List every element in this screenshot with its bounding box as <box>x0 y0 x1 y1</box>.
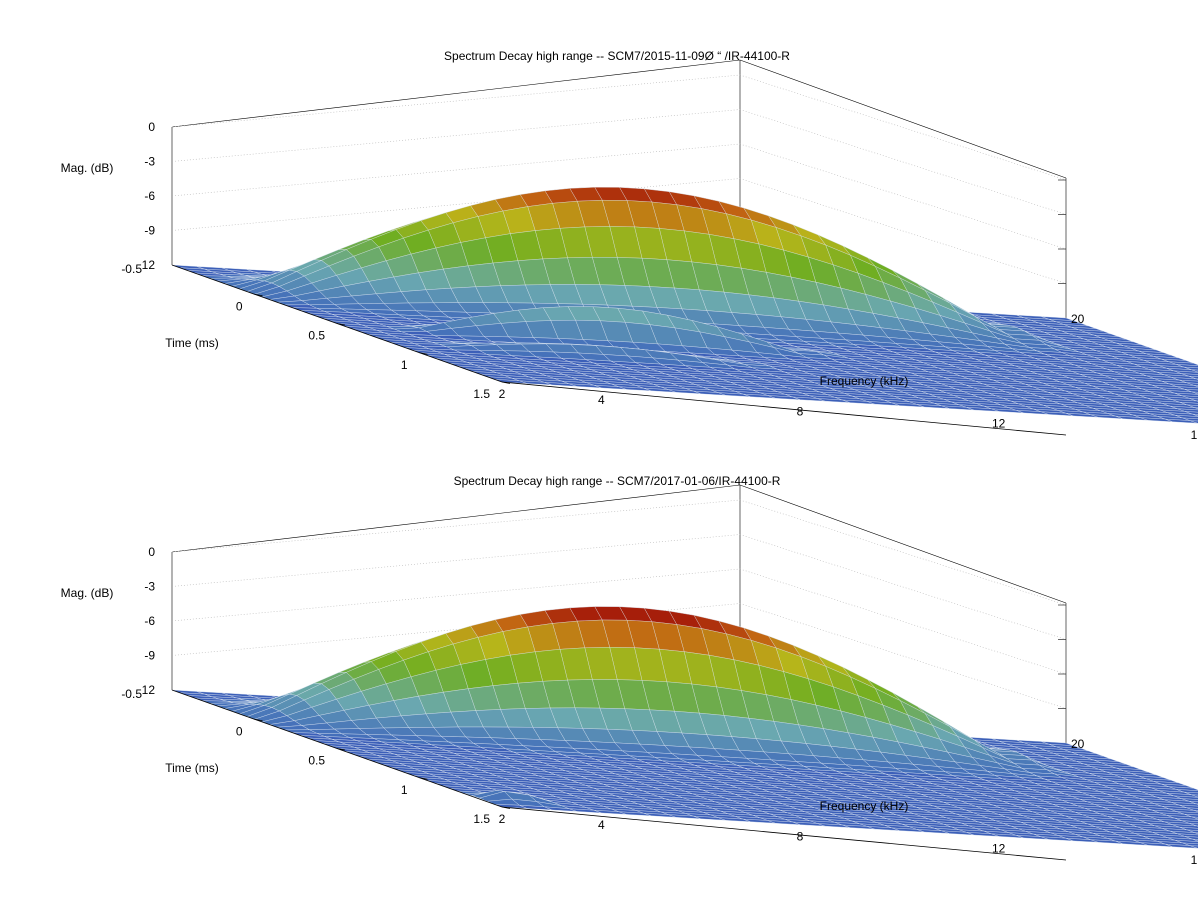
frequency-axis-line <box>501 381 1067 436</box>
time-tick-label: 1.5 <box>473 387 490 401</box>
z-axis-label: Mag. (dB) <box>61 586 114 600</box>
frequency-tick-label: 12 <box>992 416 1006 430</box>
grid-lines <box>171 74 1067 284</box>
side-grid-line <box>739 143 1067 250</box>
side-grid-line <box>739 568 1067 675</box>
frequency-tick-label: 8 <box>797 830 804 844</box>
z-tick-label: -9 <box>144 224 155 238</box>
time-tick <box>419 777 428 780</box>
time-tick-label: 0.5 <box>308 329 325 343</box>
frequency-tick-label: 20 <box>1071 737 1085 751</box>
time-tick-label: 1 <box>401 358 408 372</box>
time-tick <box>336 748 346 751</box>
side-wall-top-edge <box>739 484 1067 604</box>
time-tick <box>501 381 511 384</box>
back-grid-line <box>171 568 741 622</box>
time-tick <box>501 806 511 809</box>
frequency-axis-line <box>501 806 1067 861</box>
surface-cell <box>1194 832 1198 834</box>
chart-panel-1: Spectrum Decay high range -- SCM7/2015-1… <box>61 49 1198 442</box>
side-grid-line <box>739 499 1067 606</box>
back-grid-line <box>171 143 741 197</box>
side-grid-line <box>739 74 1067 181</box>
z-axis-label: Mag. (dB) <box>61 161 114 175</box>
back-wall-top-edge <box>171 59 741 128</box>
chart-panel-2: Spectrum Decay high range -- SCM7/2017-0… <box>61 474 1198 867</box>
frequency-tick-label: 12 <box>992 841 1006 855</box>
z-tick-label: 12 <box>142 683 156 697</box>
time-tick-label: 1.5 <box>473 812 490 826</box>
time-tick <box>419 352 428 355</box>
chart-title: Spectrum Decay high range -- SCM7/2017-0… <box>454 474 781 488</box>
time-floor-tick-label: -0.5 <box>121 687 142 701</box>
time-tick <box>254 293 263 297</box>
time-tick-label: 0 <box>236 724 243 738</box>
frequency-tick-label: 8 <box>797 405 804 419</box>
time-floor-tick-label: -0.5 <box>121 262 142 276</box>
side-grid-line <box>739 178 1067 284</box>
back-grid-line <box>171 109 741 162</box>
back-grid-line <box>171 603 741 656</box>
time-axis-label: Time (ms) <box>165 336 219 350</box>
frequency-tick-label: 16 <box>1191 853 1198 867</box>
back-grid-line <box>171 499 741 553</box>
time-tick-label: 0.5 <box>308 754 325 768</box>
z-tick-label: 12 <box>142 258 156 272</box>
z-tick-label: -6 <box>144 614 155 628</box>
time-tick <box>336 323 346 326</box>
side-grid-line <box>739 534 1067 640</box>
frequency-tick-label: 2 <box>499 812 506 826</box>
z-tick-label: -9 <box>144 649 155 663</box>
frequency-tick-label: 20 <box>1071 312 1085 326</box>
time-tick-label: 0 <box>236 299 243 313</box>
back-wall-top-edge <box>171 484 741 553</box>
frequency-tick-label: 2 <box>499 387 506 401</box>
surface-mesh <box>171 187 1198 424</box>
side-grid-line <box>739 603 1067 709</box>
grid-lines <box>171 499 1067 709</box>
time-axis-label: Time (ms) <box>165 761 219 775</box>
back-grid-line <box>171 74 741 128</box>
frequency-axis-label: Frequency (kHz) <box>820 799 909 813</box>
back-grid-line <box>171 534 741 587</box>
frequency-axis-label: Frequency (kHz) <box>820 374 909 388</box>
side-wall-top-edge <box>739 59 1067 179</box>
surface-mesh <box>171 606 1198 849</box>
time-tick <box>254 718 263 722</box>
frequency-tick-label: 16 <box>1191 428 1198 442</box>
z-tick-label: -3 <box>144 580 155 594</box>
time-tick-label: 1 <box>401 783 408 797</box>
z-tick-label: -6 <box>144 189 155 203</box>
back-walls <box>171 59 1067 318</box>
back-walls <box>171 484 1067 743</box>
chart-title: Spectrum Decay high range -- SCM7/2015-1… <box>444 49 790 63</box>
z-tick-label: -3 <box>144 155 155 169</box>
side-grid-line <box>739 109 1067 215</box>
z-tick-label: 0 <box>148 545 155 559</box>
frequency-tick-label: 4 <box>598 393 605 407</box>
back-grid-line <box>171 178 741 231</box>
frequency-tick-label: 4 <box>598 818 605 832</box>
z-tick-label: 0 <box>148 120 155 134</box>
